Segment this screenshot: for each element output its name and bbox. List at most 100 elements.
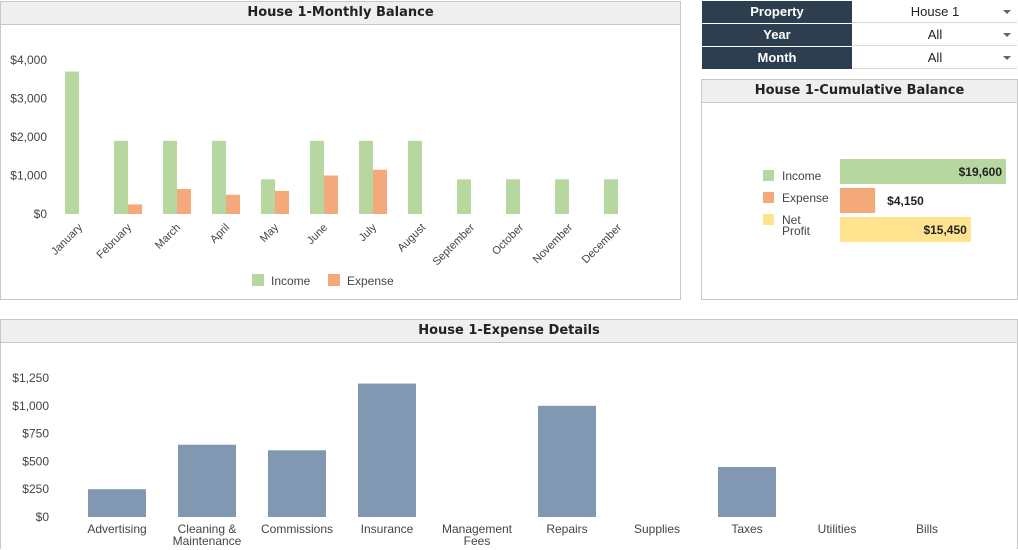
dropdown-caret-icon: [1003, 33, 1011, 37]
x-tick-label: April: [208, 222, 232, 246]
income-bar: [114, 140, 128, 214]
x-tick-label: December: [580, 221, 625, 266]
expense-bar: [177, 188, 191, 214]
y-tick-label: $250: [22, 482, 49, 496]
bar-value-label: $19,600: [959, 165, 1003, 179]
filter-panel: Property House 1 Year All Month All: [702, 1, 1018, 69]
income-bar: [506, 179, 520, 214]
y-tick-label: $0: [36, 510, 50, 524]
dropdown-caret-icon: [1003, 10, 1011, 14]
y-tick-label: $0: [34, 207, 48, 221]
expense-details-title: House 1-Expense Details: [1, 320, 1017, 343]
income-bar: [408, 140, 422, 214]
legend-label-expense: Expense: [347, 274, 394, 288]
x-tick-label: March: [153, 222, 183, 252]
x-tick-label: Insurance: [361, 522, 414, 536]
legend-swatch: [763, 170, 774, 181]
expense-bar: [178, 444, 236, 517]
filter-year: Year All: [702, 24, 1018, 46]
cumulative-balance-panel: House 1-Cumulative Balance Income $19,600…: [701, 79, 1018, 300]
monthly-balance-title: House 1-Monthly Balance: [1, 2, 680, 25]
filter-property-dropdown[interactable]: House 1: [853, 1, 1017, 23]
bar-value-label: $15,450: [923, 223, 967, 237]
expense-details-panel: House 1-Expense Details $0 $250 $500 $750 $1…: [0, 319, 1018, 549]
expense-bar: [88, 489, 146, 517]
x-tick-label: Maintenance: [173, 534, 242, 548]
legend-label: Net: [782, 213, 801, 227]
y-tick-label: $1,000: [10, 169, 47, 183]
x-tick-label: May: [258, 221, 282, 245]
expense-bar: [538, 405, 596, 517]
x-tick-label: January: [49, 221, 86, 258]
x-tick-label: Utilities: [818, 522, 857, 536]
dropdown-caret-icon: [1003, 56, 1011, 60]
expense-bar: [128, 204, 142, 214]
monthly-balance-chart: $0 $1,000 $2,000 $3,000 $4,000 January Februar…: [10, 53, 625, 288]
x-tick-label: Cleaning &: [178, 522, 237, 536]
cumulative-bar: [840, 159, 1006, 184]
filter-property-value: House 1: [910, 4, 960, 19]
expense-bar: [373, 169, 387, 214]
x-tick-label: October: [490, 221, 526, 257]
expense-bar: [718, 466, 776, 517]
expense-bar: [275, 190, 289, 214]
x-tick-label: September: [431, 221, 478, 268]
x-tick-label: Advertising: [87, 522, 146, 536]
filter-year-label: Year: [702, 24, 852, 46]
legend-label-income: Income: [271, 274, 311, 288]
filter-property-label: Property: [702, 1, 852, 23]
income-bar: [604, 179, 618, 214]
y-tick-label: $1,250: [12, 371, 49, 385]
x-tick-label: November: [531, 221, 576, 266]
x-tick-label: July: [357, 221, 380, 244]
y-tick-label: $1,000: [12, 399, 49, 413]
bar-value-label: $4,150: [887, 194, 924, 208]
cumulative-balance-title: House 1-Cumulative Balance: [702, 80, 1017, 103]
legend-swatch-expense: [328, 274, 340, 286]
expense-bar: [358, 383, 416, 517]
y-tick-label: $2,000: [10, 130, 47, 144]
filter-property: Property House 1: [702, 1, 1018, 23]
monthly-balance-panel: House 1-Monthly Balance $0 $1,000 $2,000 $3…: [0, 1, 681, 300]
income-bar: [310, 140, 324, 214]
filter-month-dropdown[interactable]: All: [853, 47, 1017, 69]
income-bar: [261, 179, 275, 214]
x-tick-label: Fees: [464, 534, 491, 548]
x-tick-label: Bills: [916, 522, 938, 536]
expense-bar: [268, 450, 326, 517]
x-tick-label: Management: [442, 522, 513, 536]
legend-label: Income: [782, 169, 822, 183]
x-tick-label: February: [95, 221, 135, 261]
x-tick-label: Commissions: [261, 522, 333, 536]
income-bar: [457, 179, 471, 214]
x-tick-label: Supplies: [634, 522, 680, 536]
y-tick-label: $4,000: [10, 53, 47, 67]
income-bar: [163, 140, 177, 214]
cumulative-bar: [840, 217, 971, 242]
legend-label: Profit: [782, 224, 811, 238]
x-tick-label: August: [395, 222, 428, 255]
y-tick-label: $500: [22, 454, 49, 468]
income-bar: [212, 140, 226, 214]
legend-swatch-income: [252, 274, 264, 286]
expense-bar: [324, 175, 338, 214]
cumulative-bar: [840, 188, 876, 213]
filter-month: Month All: [702, 47, 1018, 69]
legend-swatch: [763, 214, 774, 225]
income-bar: [65, 71, 79, 214]
x-tick-label: June: [305, 222, 330, 247]
y-tick-label: $3,000: [10, 92, 47, 106]
expense-details-chart: $0 $250 $500 $750 $1,000 $1,250 Advertising Cle…: [12, 371, 938, 548]
filter-year-dropdown[interactable]: All: [853, 24, 1017, 46]
x-tick-label: Taxes: [731, 522, 762, 536]
filter-month-label: Month: [702, 47, 852, 69]
income-bar: [359, 140, 373, 214]
filter-month-value: All: [927, 50, 943, 65]
x-tick-label: Repairs: [546, 522, 587, 536]
y-tick-label: $750: [22, 427, 49, 441]
filter-year-value: All: [927, 27, 943, 42]
legend-label: Expense: [782, 191, 829, 205]
income-bar: [555, 179, 569, 214]
expense-bar: [226, 194, 240, 214]
